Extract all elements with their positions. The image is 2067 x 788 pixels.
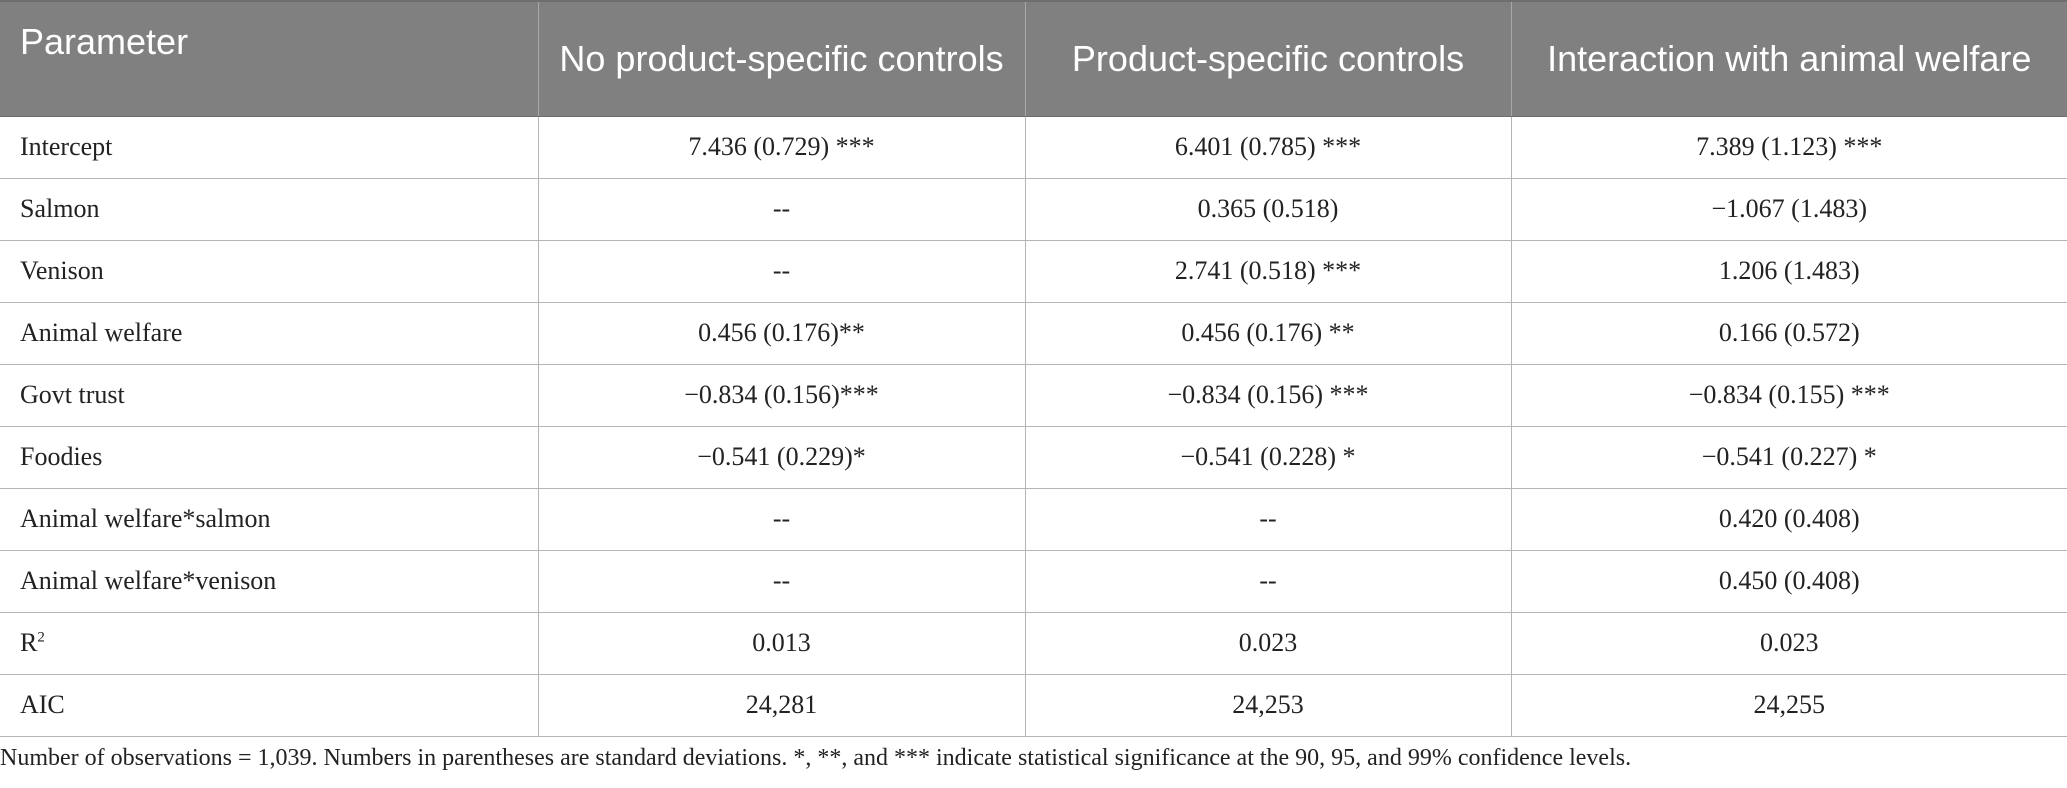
- table-row: Animal welfare 0.456 (0.176)** 0.456 (0.…: [0, 302, 2067, 365]
- cell-no-product-specific: --: [537, 488, 1025, 551]
- cell-product-specific: 0.365 (0.518): [1024, 178, 1511, 241]
- r-squared-superscript: 2: [37, 629, 45, 646]
- cell-product-specific: --: [1024, 550, 1511, 613]
- cell-no-product-specific: --: [537, 240, 1025, 303]
- row-label: Salmon: [0, 178, 538, 241]
- row-label: Animal welfare*venison: [0, 550, 538, 613]
- table-footnote: Number of observations = 1,039. Numbers …: [0, 745, 1632, 771]
- table-row: Animal welfare*salmon -- -- 0.420 (0.408…: [0, 488, 2067, 551]
- cell-interaction: 1.206 (1.483): [1510, 240, 2067, 303]
- cell-product-specific: −0.541 (0.228) *: [1024, 426, 1511, 489]
- table-row: Govt trust −0.834 (0.156)*** −0.834 (0.1…: [0, 364, 2067, 427]
- table-row: Intercept 7.436 (0.729) *** 6.401 (0.785…: [0, 116, 2067, 179]
- cell-product-specific: 24,253: [1024, 674, 1511, 737]
- cell-product-specific: 0.023: [1024, 612, 1511, 675]
- row-label: R2: [0, 612, 538, 675]
- header-no-product-specific-controls: No product-specific controls: [537, 0, 1025, 117]
- table-row: Foodies −0.541 (0.229)* −0.541 (0.228) *…: [0, 426, 2067, 489]
- cell-no-product-specific: --: [537, 550, 1025, 613]
- row-label: Foodies: [0, 426, 538, 489]
- header-row: Parameter No product-specific controls P…: [0, 0, 2067, 117]
- cell-no-product-specific: −0.834 (0.156)***: [537, 364, 1025, 427]
- table-row: Venison -- 2.741 (0.518) *** 1.206 (1.48…: [0, 240, 2067, 303]
- table-row: Salmon -- 0.365 (0.518) −1.067 (1.483): [0, 178, 2067, 241]
- table-row: Animal welfare*venison -- -- 0.450 (0.40…: [0, 550, 2067, 613]
- r-squared-label: R: [20, 628, 38, 657]
- header-parameter: Parameter: [0, 0, 538, 117]
- row-label: Govt trust: [0, 364, 538, 427]
- table-row: R2 0.013 0.023 0.023: [0, 612, 2067, 675]
- regression-table: Parameter No product-specific controls P…: [0, 0, 2067, 737]
- cell-interaction: −0.541 (0.227) *: [1510, 426, 2067, 489]
- cell-no-product-specific: 7.436 (0.729) ***: [537, 116, 1025, 179]
- row-label: Venison: [0, 240, 538, 303]
- cell-interaction: −1.067 (1.483): [1510, 178, 2067, 241]
- cell-product-specific: 6.401 (0.785) ***: [1024, 116, 1511, 179]
- table-header: Parameter No product-specific controls P…: [0, 0, 2067, 117]
- cell-no-product-specific: 0.013: [537, 612, 1025, 675]
- cell-product-specific: −0.834 (0.156) ***: [1024, 364, 1511, 427]
- cell-no-product-specific: 0.456 (0.176)**: [537, 302, 1025, 365]
- row-label: Animal welfare: [0, 302, 538, 365]
- cell-interaction: −0.834 (0.155) ***: [1510, 364, 2067, 427]
- cell-interaction: 0.166 (0.572): [1510, 302, 2067, 365]
- table-body: Intercept 7.436 (0.729) *** 6.401 (0.785…: [0, 116, 2067, 737]
- cell-product-specific: 2.741 (0.518) ***: [1024, 240, 1511, 303]
- cell-product-specific: --: [1024, 488, 1511, 551]
- header-product-specific-controls: Product-specific controls: [1024, 0, 1511, 117]
- cell-interaction: 0.023: [1510, 612, 2067, 675]
- cell-product-specific: 0.456 (0.176) **: [1024, 302, 1511, 365]
- cell-no-product-specific: −0.541 (0.229)*: [537, 426, 1025, 489]
- header-interaction-with-animal-welfare: Interaction with animal welfare: [1510, 0, 2067, 117]
- cell-interaction: 24,255: [1510, 674, 2067, 737]
- cell-interaction: 0.450 (0.408): [1510, 550, 2067, 613]
- row-label: AIC: [0, 674, 538, 737]
- cell-interaction: 7.389 (1.123) ***: [1510, 116, 2067, 179]
- table-row: AIC 24,281 24,253 24,255: [0, 674, 2067, 737]
- row-label: Animal welfare*salmon: [0, 488, 538, 551]
- cell-no-product-specific: --: [537, 178, 1025, 241]
- cell-interaction: 0.420 (0.408): [1510, 488, 2067, 551]
- row-label: Intercept: [0, 116, 538, 179]
- regression-table-container: Parameter No product-specific controls P…: [0, 0, 2067, 737]
- cell-no-product-specific: 24,281: [537, 674, 1025, 737]
